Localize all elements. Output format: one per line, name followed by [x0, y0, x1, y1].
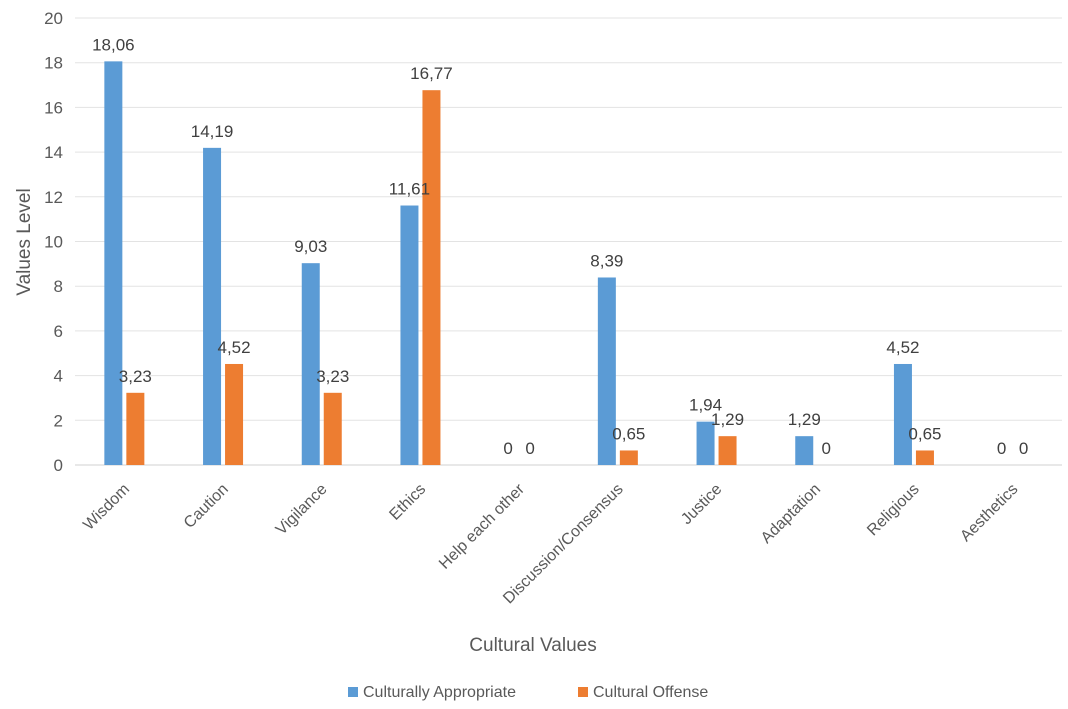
bar-culturally-appropriate [104, 61, 123, 465]
bar-cultural-offense [126, 392, 145, 465]
data-label: 1,94 [689, 396, 722, 415]
bar-culturally-appropriate [301, 263, 320, 465]
bar-culturally-appropriate [597, 277, 616, 465]
data-label: 4,52 [886, 338, 919, 357]
y-tick-label: 2 [54, 411, 63, 430]
data-label: 14,19 [191, 122, 234, 141]
data-label: 16,77 [410, 64, 453, 83]
y-tick-label: 14 [44, 143, 63, 162]
legend: Culturally Appropriate Cultural Offense [348, 684, 708, 701]
x-category-label: Caution [181, 481, 232, 532]
y-tick-label: 18 [44, 54, 63, 73]
bar-culturally-appropriate [696, 421, 715, 465]
y-tick-label: 8 [54, 277, 63, 296]
x-category-label: Help each other [436, 480, 528, 572]
data-label: 0,65 [908, 424, 941, 443]
data-label: 18,06 [92, 35, 135, 54]
y-tick-label: 10 [44, 233, 63, 252]
bars [104, 61, 934, 466]
gridlines [75, 17, 1062, 466]
bar-culturally-appropriate [795, 436, 814, 465]
bar-cultural-offense [422, 90, 441, 466]
legend-label: Culturally Appropriate [363, 684, 516, 701]
data-label: 0 [503, 439, 512, 458]
y-tick-label: 6 [54, 322, 63, 341]
x-category-label: Vigilance [273, 481, 331, 539]
y-tick-label: 0 [54, 456, 63, 475]
x-axis-title: Cultural Values [469, 635, 596, 656]
data-label: 0 [525, 439, 534, 458]
data-label: 3,23 [119, 367, 152, 386]
data-label: 8,39 [590, 251, 623, 270]
data-label: 9,03 [294, 237, 327, 256]
x-category-label: Religious [864, 481, 923, 540]
x-category-label: Aesthetics [957, 481, 1021, 545]
y-tick-label: 12 [44, 188, 63, 207]
x-category-label: Justice [678, 481, 725, 528]
bar-cultural-offense [718, 436, 737, 465]
y-tick-label: 4 [54, 367, 63, 386]
data-label: 0 [1019, 439, 1028, 458]
bar-cultural-offense [915, 450, 934, 465]
y-axis-ticks: 0 2 4 6 8 10 12 14 16 18 20 [44, 9, 63, 475]
x-category-label: Adaptation [758, 481, 824, 547]
bar-culturally-appropriate [400, 205, 419, 466]
legend-swatch [348, 687, 358, 697]
bar-cultural-offense [619, 450, 638, 465]
data-label: 0 [822, 439, 831, 458]
y-tick-label: 16 [44, 98, 63, 117]
legend-label: Cultural Offense [593, 684, 708, 701]
data-label: 0,65 [612, 424, 645, 443]
data-label: 11,61 [389, 180, 430, 199]
x-category-label: Ethics [386, 481, 429, 524]
y-axis-title: Values Level [14, 188, 35, 295]
data-label: 1,29 [711, 410, 744, 429]
bar-cultural-offense [225, 363, 244, 465]
x-category-label: Wisdom [80, 481, 133, 534]
data-label: 4,52 [218, 338, 251, 357]
y-tick-label: 20 [44, 9, 63, 28]
data-label: 0 [997, 439, 1006, 458]
legend-swatch [578, 687, 588, 697]
x-axis-categories: Wisdom Caution Vigilance Ethics Help each ot… [80, 480, 1021, 607]
bar-culturally-appropriate [893, 363, 912, 465]
data-label: 3,23 [316, 367, 349, 386]
bar-culturally-appropriate [203, 147, 222, 465]
data-label: 1,29 [788, 410, 821, 429]
bar-cultural-offense [323, 392, 342, 465]
